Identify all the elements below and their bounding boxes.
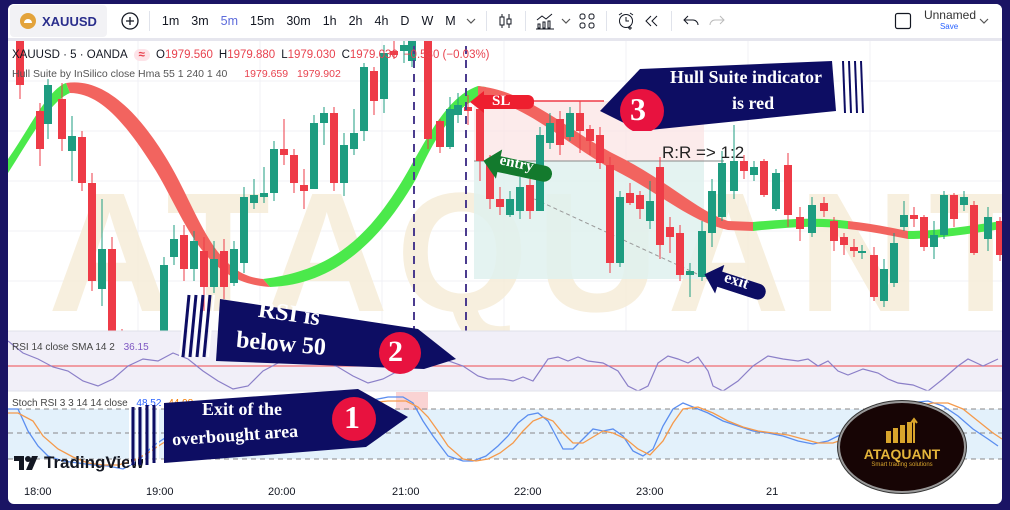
separator — [148, 11, 150, 31]
alert-icon[interactable] — [613, 8, 639, 34]
timeframe-30m[interactable]: 30m — [286, 14, 311, 28]
ohlc-open: O1979.560 — [155, 49, 213, 61]
step-number: 1 — [344, 399, 360, 435]
hull-indicator-legend[interactable]: Hull Suite by InSilico close Hma 55 1 24… — [12, 68, 341, 80]
market-status-badge[interactable]: ≈ — [133, 49, 150, 61]
layout-name-button[interactable]: Unnamed Save — [923, 8, 976, 32]
separator — [670, 11, 672, 31]
entry-label: entry — [479, 146, 555, 196]
time-axis[interactable]: 18:00 19:00 20:00 21:00 22:00 23:00 21 — [8, 483, 1002, 504]
indicator-value-2: 1979.902 — [297, 68, 341, 80]
layout-save-label[interactable]: Save — [939, 22, 959, 31]
timeframe-4h[interactable]: 4h — [374, 14, 389, 28]
gold-symbol-icon — [20, 13, 36, 29]
undo-icon[interactable] — [678, 8, 704, 34]
time-label: 23:00 — [636, 486, 664, 498]
time-label: 21:00 — [392, 486, 420, 498]
add-symbol-icon[interactable] — [117, 8, 143, 34]
indicator-name: Hull Suite by InSilico close Hma 55 1 24… — [12, 68, 228, 80]
separator — [524, 11, 526, 31]
stop-loss-label: SL — [470, 91, 534, 113]
ohlc-high: H1979.880 — [218, 49, 276, 61]
rsi-label: RSI 14 close SMA 14 2 — [12, 342, 115, 353]
timeframe-d[interactable]: D — [400, 14, 410, 28]
stoch-label: Stoch RSI 3 3 14 14 close — [12, 398, 128, 409]
time-label: 18:00 — [24, 486, 52, 498]
stoch-k-value: 48.52 — [136, 398, 162, 409]
layout-name: Unnamed — [923, 8, 976, 22]
logo-tagline: Smart trading solutions — [871, 462, 933, 468]
annotation-step-3: 3 Hull Suite indicator is red — [600, 61, 870, 131]
redo-icon[interactable] — [704, 8, 730, 34]
symbol-title: XAUUSD · 5 · OANDA — [12, 49, 128, 61]
chart-canvas: ATAQUANT — [8, 41, 1002, 483]
candles-icon[interactable] — [493, 8, 519, 34]
top-toolbar: XAUUSD 1m 3m 5m 15m 30m 1h 2h 4h D W M — [8, 4, 1002, 41]
time-label: 20:00 — [268, 486, 296, 498]
ohlc-low: L1979.030 — [281, 49, 336, 61]
timeframe-2h[interactable]: 2h — [348, 14, 363, 28]
time-label: 21 — [766, 486, 779, 498]
replay-icon[interactable] — [639, 8, 665, 34]
tradingview-window: XAUUSD 1m 3m 5m 15m 30m 1h 2h 4h D W M — [8, 4, 1002, 504]
exit-label: exit — [698, 260, 770, 314]
time-label: 22:00 — [514, 486, 542, 498]
timeframe-3m[interactable]: 3m — [191, 14, 209, 28]
chevron-down-icon[interactable] — [462, 8, 480, 34]
chevron-down-icon[interactable] — [558, 8, 574, 34]
separator — [605, 11, 607, 31]
timeframe-1m[interactable]: 1m — [161, 14, 180, 28]
ohlc-close: C1979.030 — [341, 49, 398, 61]
symbol-name: XAUUSD — [42, 13, 97, 29]
separator — [485, 11, 487, 31]
indicators-icon[interactable] — [532, 8, 558, 34]
timeframe-5m[interactable]: 5m — [220, 14, 239, 28]
chevron-down-icon[interactable] — [976, 8, 992, 34]
indicator-value-1: 1979.659 — [244, 68, 289, 80]
annotation-step-2: RSI is below 50 2 — [178, 291, 458, 381]
logo-name: ATAQUANT — [863, 446, 941, 462]
fullscreen-icon[interactable] — [890, 8, 916, 34]
rsi-legend[interactable]: RSI 14 close SMA 14 2 36.15 — [12, 342, 149, 353]
tradingview-text: TradingView — [44, 453, 144, 472]
annotation-step-1: Exit of the overbought area 1 — [126, 389, 416, 469]
timeframe-15m[interactable]: 15m — [250, 14, 275, 28]
time-label: 19:00 — [146, 486, 174, 498]
rsi-value: 36.15 — [123, 342, 149, 353]
chart-area[interactable]: ATAQUANT — [8, 41, 1002, 493]
step-number: 2 — [388, 335, 403, 368]
symbol-search-button[interactable]: XAUUSD — [10, 5, 107, 37]
tradingview-icon — [14, 456, 38, 470]
chart-legend: XAUUSD · 5 · OANDA ≈ O1979.560 H1979.880… — [12, 49, 490, 61]
tradingview-logo[interactable]: TradingView — [14, 453, 144, 473]
timeframe-m[interactable]: M — [445, 14, 456, 28]
bar-chart-icon — [886, 417, 918, 443]
risk-reward-label: R:R => 1:2 — [662, 143, 745, 162]
ataquant-logo: ATAQUANT Smart trading solutions — [838, 401, 966, 493]
price-change: −0.530 (−0.03%) — [403, 49, 490, 61]
step-number: 3 — [630, 91, 646, 127]
layout-grid-icon[interactable] — [574, 8, 600, 34]
timeframe-w[interactable]: W — [421, 14, 434, 28]
timeframe-1h[interactable]: 1h — [322, 14, 337, 28]
